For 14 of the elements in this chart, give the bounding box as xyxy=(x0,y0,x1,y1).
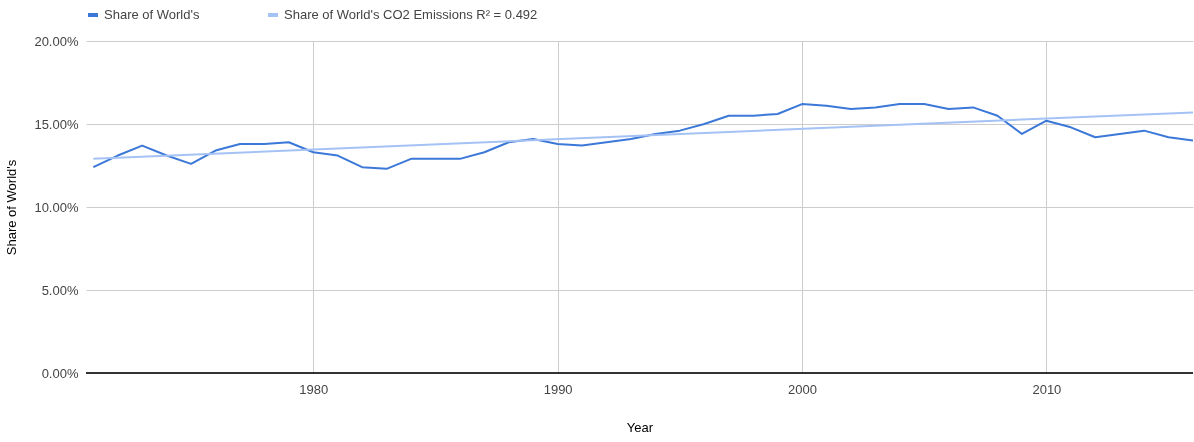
legend-label: Share of World's xyxy=(104,7,200,22)
y-tick-label: 20.00% xyxy=(34,33,79,49)
y-tick-label: 15.00% xyxy=(34,116,79,132)
x-axis-title: Year xyxy=(626,419,654,435)
legend-label: Share of World's CO2 Emissions R² = 0.492 xyxy=(284,7,538,22)
y-tick-label: 10.00% xyxy=(34,199,79,215)
line-series xyxy=(92,103,1193,170)
y-axis-title: Share of World's xyxy=(4,159,20,256)
x-tick-label: 2010 xyxy=(1032,381,1062,397)
y-tick-label: 0.00% xyxy=(41,365,79,381)
x-tick-label: 1980 xyxy=(299,381,329,397)
x-tick-label: 2000 xyxy=(788,381,817,397)
x-tick-label: 1990 xyxy=(543,381,573,397)
y-tick-label: 5.00% xyxy=(41,282,79,298)
